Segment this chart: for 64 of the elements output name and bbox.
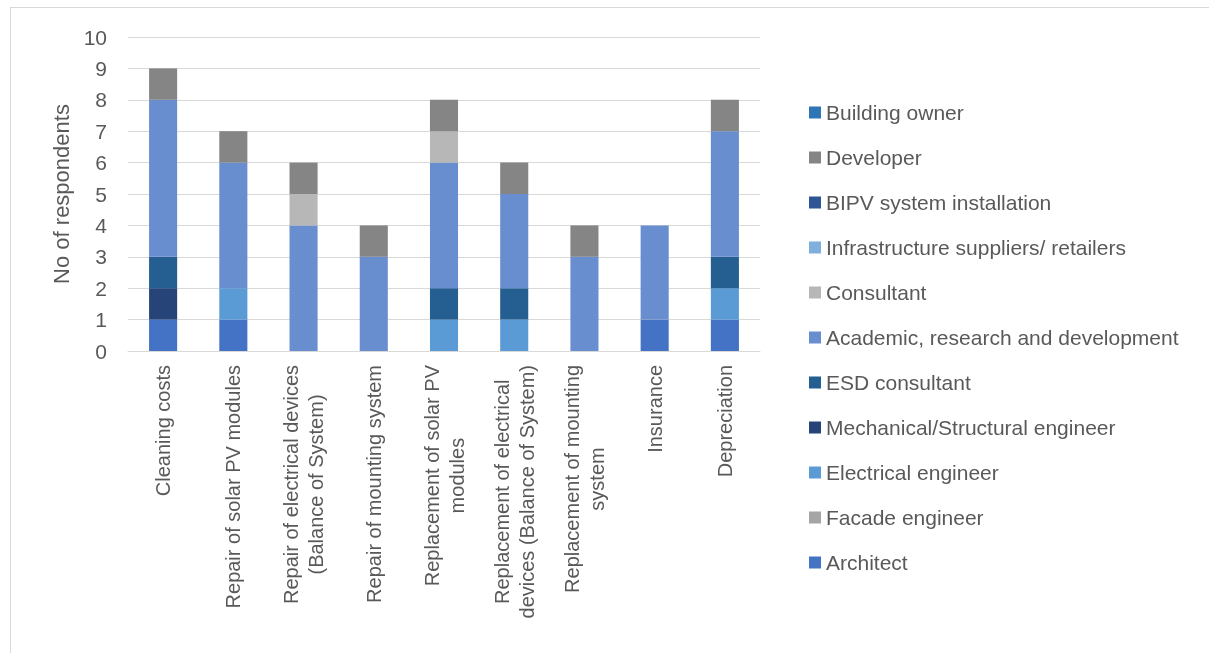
bar — [429, 288, 459, 320]
y-tick-label: 10 — [83, 25, 107, 49]
legend-label: Mechanical/Structural engineer — [826, 416, 1116, 439]
y-tick-label: 2 — [95, 276, 107, 300]
x-tick-label: Repair of electrical devices (Balance of System) — [280, 365, 328, 604]
bar — [219, 162, 248, 289]
bar — [640, 319, 669, 351]
bar — [289, 225, 318, 351]
bar — [710, 288, 739, 320]
bar — [149, 319, 178, 351]
legend-label: ESD consultant — [826, 371, 971, 394]
x-tick-label: Cleaning costs — [152, 365, 175, 497]
legend-label: Electrical engineer — [826, 461, 999, 484]
bar — [289, 194, 318, 226]
x-tick-label: Insurance — [643, 364, 666, 453]
y-axis-title: No of respondents — [49, 104, 75, 284]
bar — [570, 225, 599, 257]
bar — [219, 319, 248, 351]
x-tick-label: Depreciation — [713, 364, 736, 478]
bar — [149, 99, 178, 257]
bar — [710, 256, 739, 289]
y-tick-label: 4 — [95, 213, 108, 237]
legend-label: BIPV system installation — [826, 191, 1052, 214]
bar — [149, 256, 178, 289]
bar — [500, 162, 529, 194]
legend-label: Architect — [826, 551, 908, 574]
x-tick-label: Repair of mounting system — [362, 365, 385, 603]
bar — [219, 131, 248, 163]
y-tick-label: 6 — [95, 151, 107, 175]
bar — [429, 99, 459, 132]
bar — [149, 288, 178, 320]
bar — [219, 288, 248, 320]
y-tick-label: 9 — [95, 56, 107, 80]
x-tick-label: Replacement of solar PV modules — [420, 364, 468, 587]
bar — [500, 319, 529, 351]
y-tick-label: 1 — [95, 308, 107, 332]
bar — [429, 162, 459, 289]
bar — [500, 288, 529, 320]
y-tick-label: 5 — [95, 182, 107, 206]
x-tick-label: Repair of solar PV modules — [222, 365, 245, 609]
bar — [359, 256, 388, 351]
x-tick-label: Replacement of mounting system — [560, 364, 608, 593]
legend-label: Infrastructure suppliers/ retailers — [826, 236, 1126, 259]
bar — [429, 131, 459, 163]
x-tick-label: Replacement of electrical devices (Balance of System) — [490, 365, 538, 619]
bar — [289, 162, 318, 194]
bar — [429, 319, 459, 351]
legend-label: Facade engineer — [826, 506, 984, 529]
bar — [640, 225, 669, 320]
y-tick-label: 0 — [95, 339, 107, 363]
legend-label: Developer — [826, 146, 922, 169]
bar — [570, 256, 599, 351]
legend-label: Building owner — [826, 101, 964, 124]
bar — [500, 194, 529, 289]
y-tick-label: 7 — [95, 119, 107, 143]
y-tick-label: 8 — [95, 88, 107, 112]
bar — [710, 131, 739, 257]
bar — [149, 68, 178, 100]
bar — [359, 225, 388, 257]
legend-label: Consultant — [826, 281, 927, 304]
bar — [710, 319, 739, 351]
y-tick-label: 3 — [95, 245, 107, 269]
legend-label: Academic, research and development — [826, 326, 1179, 349]
bar — [710, 99, 739, 132]
